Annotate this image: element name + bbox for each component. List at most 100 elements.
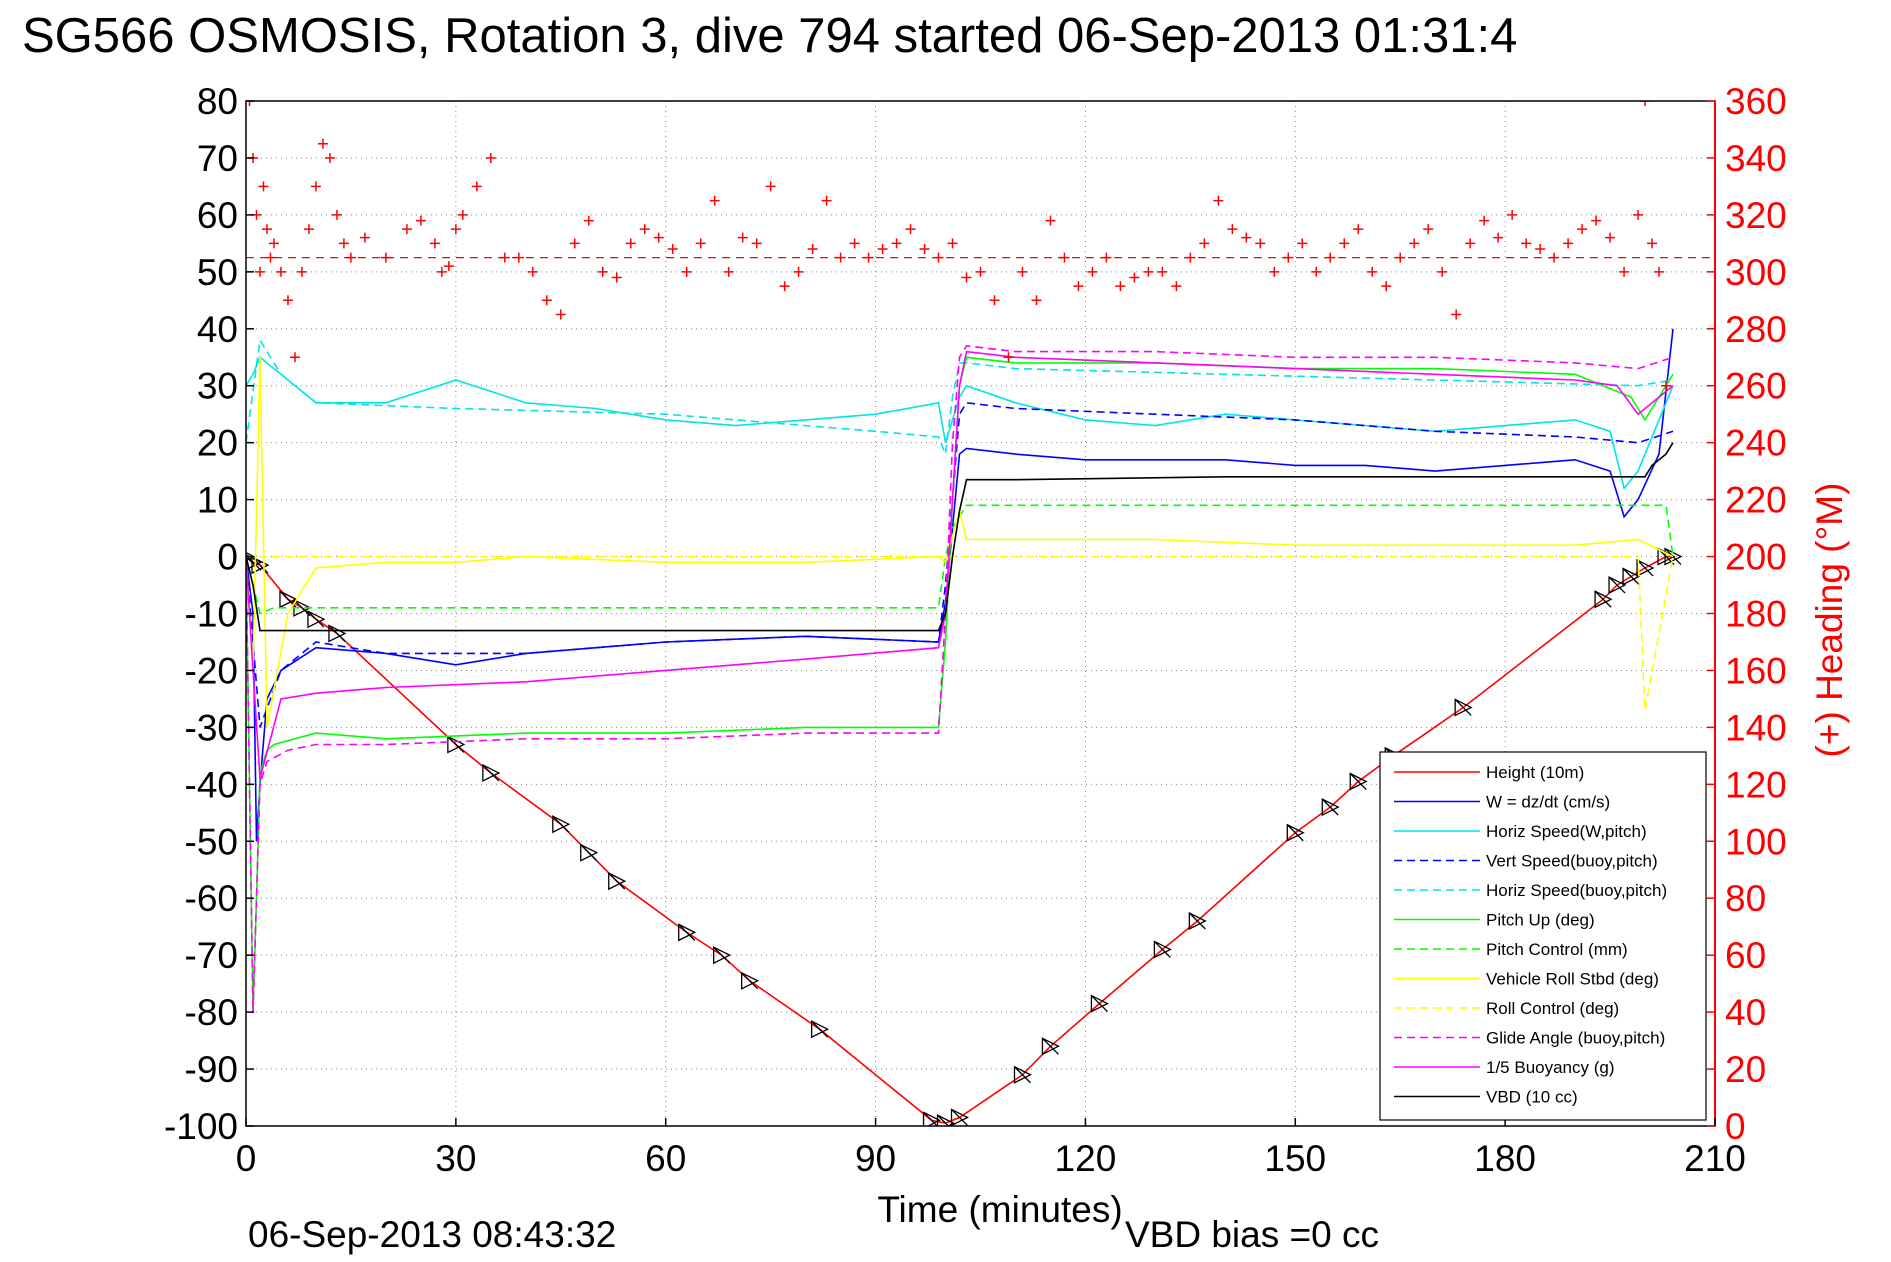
y-tick-label: 0 [217,537,238,578]
depth-marker [1622,567,1641,586]
series-line-7 [246,357,1674,728]
y-tick-label: 20 [197,423,238,464]
heading-point [450,224,461,235]
y-right-tick-label: 360 [1725,81,1787,122]
heading-markers [246,101,1672,391]
depth-marker [307,610,326,629]
heading-point [1633,209,1644,220]
heading-point [751,238,762,249]
x-tick-label: 210 [1684,1138,1746,1179]
series-line-4 [246,337,1674,458]
heading-point [1213,195,1224,206]
heading-point [268,238,279,249]
heading-point [639,224,650,235]
depth-marker [246,551,256,566]
heading-point [254,266,265,277]
x-tick-label: 180 [1474,1138,1536,1179]
heading-point [1045,215,1056,226]
heading-point [436,266,447,277]
heading-point [877,244,888,255]
heading-point [541,295,552,306]
y-right-tick-label: 300 [1725,252,1787,293]
y-tick-label: 10 [197,480,238,521]
heading-point [1157,266,1168,277]
legend: Height (10m) W = dz/dt (cm/s) Horiz Speed(… [1379,751,1707,1121]
heading-point [611,272,622,283]
y-tick-label: 60 [197,195,238,236]
heading-point [1493,232,1504,243]
depth-marker [1349,772,1368,791]
y-right-tick-label: 340 [1725,138,1787,179]
y-tick-label: 30 [197,366,238,407]
heading-point [310,181,321,192]
x-axis: 0 30 60 90 120 150 180 210 [236,1118,1746,1179]
y-tick-label: -30 [185,707,238,748]
heading-point [681,266,692,277]
depth-marker [1041,1037,1060,1056]
y-right-tick-label: 0 [1725,1106,1746,1147]
heading-point [1017,266,1028,277]
y-right-tick-label: 160 [1725,650,1787,691]
y-tick-label: 70 [197,138,238,179]
y-tick-label: -40 [185,764,238,805]
heading-point [1605,232,1616,243]
heading-point [1115,281,1126,292]
heading-point [1591,215,1602,226]
heading-point [961,272,972,283]
series-line-6 [246,504,1674,615]
heading-point [1563,238,1574,249]
heading-point [1661,380,1672,391]
heading-point [1031,295,1042,306]
legend-box [1379,751,1707,1121]
y-right-tick-label: 100 [1725,821,1787,862]
series-line-3 [246,401,1674,728]
series-line-10 [246,350,1674,779]
plot-series [246,101,1715,1126]
depth-marker [328,624,347,643]
y-right-tick-label: 240 [1725,423,1787,464]
y-right-tick-label: 180 [1725,594,1787,635]
heading-point [569,238,580,249]
depth-marker [1013,1065,1032,1084]
heading-point [1073,281,1084,292]
heading-point [1003,352,1014,363]
x-tick-label: 0 [236,1138,257,1179]
heading-point [597,266,608,277]
heading-point [1143,266,1154,277]
heading-point [1437,266,1448,277]
heading-point [527,266,538,277]
heading-point [695,238,706,249]
y-axis-right: 3603403203002802602402202001801601401201… [1707,81,1787,1147]
heading-point [807,244,818,255]
depth-marker [810,1020,830,1039]
y-axis-left: 80 70 60 50 40 30 20 10 0 -10 -20 -30 -40 -50 -60 -70 -8… [164,81,254,1147]
depth-marker [1153,940,1172,959]
heading-point [1423,224,1434,235]
heading-point [317,138,328,149]
heading-point [303,224,314,235]
legend-label: VBD (10 cc) [1486,1088,1578,1107]
legend-label: Horiz Speed(W,pitch) [1486,822,1647,841]
y-tick-label: 40 [197,309,238,350]
legend-label: Roll Control (deg) [1486,999,1619,1018]
y-right-tick-label: 60 [1725,935,1766,976]
series-line-8 [246,555,1674,711]
y-right-tick-label: 200 [1725,537,1787,578]
heading-point [331,209,342,220]
heading-point [401,224,412,235]
y-tick-label: -100 [164,1106,238,1147]
heading-point [1619,266,1630,277]
heading-point [1087,266,1098,277]
heading-point [1129,272,1140,283]
legend-label: Pitch Up (deg) [1486,911,1595,930]
y-tick-label: -90 [185,1049,238,1090]
heading-point [1465,238,1476,249]
x-tick-label: 30 [435,1138,476,1179]
heading-point [1227,224,1238,235]
heading-point [1367,266,1378,277]
depth-marker [678,923,697,942]
heading-point [975,266,986,277]
heading-point [1451,309,1462,320]
legend-label: W = dz/dt (cm/s) [1486,793,1610,812]
